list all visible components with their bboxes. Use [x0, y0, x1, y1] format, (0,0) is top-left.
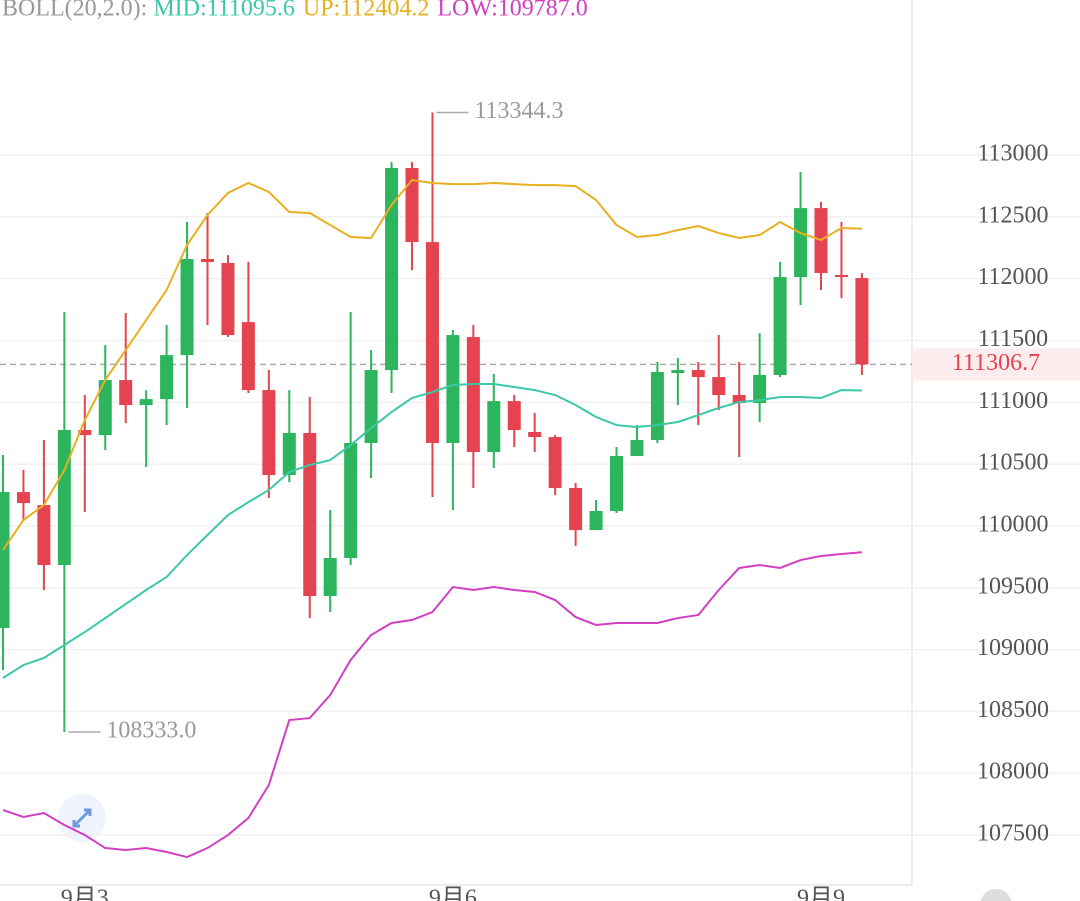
- candle-body: [78, 430, 92, 436]
- candle-body: [487, 401, 501, 453]
- indicator-line: [2, 551, 862, 859]
- candle-body: [57, 430, 71, 566]
- candle-body: [630, 440, 644, 456]
- y-tick-label: 112500: [977, 202, 1048, 228]
- y-tick-label: 109000: [977, 635, 1049, 661]
- candle-body: [98, 380, 112, 436]
- y-tick-label: 108000: [977, 759, 1049, 785]
- candle-body: [201, 259, 214, 262]
- candle-body: [323, 557, 337, 597]
- candle-body: [834, 274, 848, 278]
- candle-body: [221, 262, 235, 336]
- candle-body: [446, 335, 460, 443]
- candle-body: [507, 401, 521, 431]
- scroll-button[interactable]: [980, 889, 1012, 901]
- candle-body: [528, 431, 542, 438]
- annotation-label: 108333.0: [106, 718, 196, 744]
- legend-entry: UP:112404.2: [303, 0, 429, 22]
- candle-body: [16, 492, 30, 504]
- last-price-tag: [912, 348, 1080, 381]
- candle-body: [282, 432, 296, 476]
- candle-body: [753, 374, 767, 404]
- candle-body: [548, 437, 562, 488]
- candle-body: [855, 278, 869, 365]
- candle-body: [160, 355, 174, 400]
- candle-body: [385, 168, 399, 371]
- candle-body: [119, 380, 133, 406]
- y-tick-label: 110500: [977, 450, 1048, 476]
- candle-body: [344, 442, 358, 558]
- candle-body: [650, 372, 664, 441]
- candle-body: [732, 395, 746, 404]
- indicator-label: BOLL(20,2.0):: [2, 0, 147, 22]
- candle-body: [425, 242, 439, 443]
- candle-body: [773, 277, 787, 375]
- candle-body: [671, 370, 685, 374]
- candle-body: [589, 510, 603, 531]
- zoom-button[interactable]: [58, 794, 106, 842]
- last-price-label: 111306.7: [952, 350, 1040, 376]
- legend-entry: LOW:109787.0: [437, 0, 587, 22]
- indicator-line: [2, 383, 862, 679]
- candle-body: [712, 377, 726, 396]
- candle-body: [262, 390, 276, 476]
- y-tick-label: 112000: [977, 264, 1048, 290]
- indicator-line: [2, 178, 862, 551]
- candle-body: [466, 337, 480, 453]
- candle-body: [303, 432, 317, 597]
- candle-body: [139, 399, 153, 406]
- annotation-label: 113344.3: [474, 98, 563, 124]
- candle-body: [405, 168, 419, 243]
- candle-body: [0, 492, 10, 629]
- candle-body: [37, 505, 51, 566]
- candle-body: [569, 487, 583, 531]
- legend: BOLL(20,2.0): MID:111095.6 UP:112404.2 LOW…: [2, 0, 588, 22]
- y-tick-label: 110000: [977, 511, 1048, 537]
- candle-body: [691, 370, 705, 378]
- legend-entry: MID:111095.6: [153, 0, 295, 22]
- y-tick-label: 107500: [977, 821, 1049, 847]
- y-tick-label: 111000: [978, 388, 1048, 414]
- candle-body: [794, 208, 808, 278]
- x-tick-label: 9月9: [797, 886, 845, 901]
- candle-body: [610, 455, 623, 511]
- y-tick-label: 109500: [977, 573, 1049, 599]
- candle-body: [180, 259, 194, 356]
- x-tick-label: 9月6: [429, 886, 477, 901]
- candle-body: [241, 322, 255, 391]
- zoom-icon[interactable]: [72, 808, 92, 828]
- y-tick-label: 113000: [977, 141, 1048, 167]
- y-tick-label: 108500: [977, 697, 1049, 723]
- x-tick-label: 9月3: [61, 886, 109, 901]
- y-tick-label: 111500: [978, 326, 1048, 352]
